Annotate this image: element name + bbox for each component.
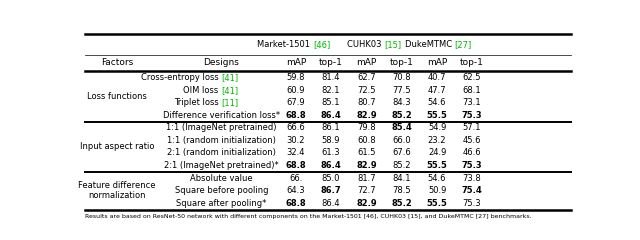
Text: [15]: [15] xyxy=(384,40,401,49)
Text: 61.5: 61.5 xyxy=(357,149,376,157)
Text: [41]: [41] xyxy=(221,73,239,82)
Text: 72.7: 72.7 xyxy=(357,186,376,195)
Text: 67.9: 67.9 xyxy=(287,98,305,107)
Text: 84.3: 84.3 xyxy=(392,98,411,107)
Text: 86.4: 86.4 xyxy=(320,111,341,120)
Text: 85.0: 85.0 xyxy=(321,174,340,183)
Text: 58.9: 58.9 xyxy=(321,136,340,145)
Text: top-1: top-1 xyxy=(460,59,484,67)
Text: top-1: top-1 xyxy=(319,59,342,67)
Text: 55.5: 55.5 xyxy=(427,199,447,208)
Text: mAP: mAP xyxy=(356,59,377,67)
Text: 78.5: 78.5 xyxy=(392,186,411,195)
Text: 55.5: 55.5 xyxy=(427,161,447,170)
Text: 45.6: 45.6 xyxy=(463,136,481,145)
Text: 60.8: 60.8 xyxy=(357,136,376,145)
Text: Triplet loss: Triplet loss xyxy=(174,98,221,107)
Text: 59.8: 59.8 xyxy=(287,73,305,82)
Text: 68.1: 68.1 xyxy=(463,86,481,95)
Text: 1:1 (random initialization): 1:1 (random initialization) xyxy=(167,136,276,145)
Text: 67.6: 67.6 xyxy=(392,149,411,157)
Text: 86.7: 86.7 xyxy=(320,186,340,195)
Text: Input aspect ratio: Input aspect ratio xyxy=(80,142,154,151)
Text: 85.2: 85.2 xyxy=(391,111,412,120)
Text: 54.6: 54.6 xyxy=(428,98,446,107)
Text: 24.9: 24.9 xyxy=(428,149,446,157)
Text: Square after pooling*: Square after pooling* xyxy=(176,199,266,208)
Text: Difference verification loss*: Difference verification loss* xyxy=(163,111,280,120)
Text: Results are based on ResNet-50 network with different components on the Market-1: Results are based on ResNet-50 network w… xyxy=(85,214,532,219)
Text: 82.1: 82.1 xyxy=(321,86,340,95)
Text: 50.9: 50.9 xyxy=(428,186,446,195)
Text: 84.1: 84.1 xyxy=(392,174,411,183)
Text: 47.7: 47.7 xyxy=(428,86,447,95)
Text: 66.6: 66.6 xyxy=(286,123,305,132)
Text: Designs: Designs xyxy=(204,59,239,67)
Text: 1:1 (ImageNet pretrained): 1:1 (ImageNet pretrained) xyxy=(166,123,276,132)
Text: 70.8: 70.8 xyxy=(392,73,411,82)
Text: Square before pooling: Square before pooling xyxy=(175,186,268,195)
Text: 82.9: 82.9 xyxy=(356,111,377,120)
Text: 54.9: 54.9 xyxy=(428,123,446,132)
Text: 73.8: 73.8 xyxy=(463,174,481,183)
Text: Factors: Factors xyxy=(101,59,133,67)
Text: 75.3: 75.3 xyxy=(461,161,482,170)
Text: Feature difference
normalization: Feature difference normalization xyxy=(79,181,156,200)
Text: 81.4: 81.4 xyxy=(321,73,340,82)
Text: 85.4: 85.4 xyxy=(391,123,412,132)
Text: 62.5: 62.5 xyxy=(463,73,481,82)
Text: 62.7: 62.7 xyxy=(357,73,376,82)
Text: 54.6: 54.6 xyxy=(428,174,446,183)
Text: Loss functions: Loss functions xyxy=(87,92,147,101)
Text: 46.6: 46.6 xyxy=(463,149,481,157)
Text: 86.4: 86.4 xyxy=(321,199,340,208)
Text: 85.1: 85.1 xyxy=(321,98,340,107)
Text: 86.4: 86.4 xyxy=(320,161,341,170)
Text: Cross-entropy loss: Cross-entropy loss xyxy=(141,73,221,82)
Text: 80.7: 80.7 xyxy=(357,98,376,107)
Text: 81.7: 81.7 xyxy=(357,174,376,183)
Text: 68.8: 68.8 xyxy=(285,161,306,170)
Text: 73.1: 73.1 xyxy=(463,98,481,107)
Text: CUHK03: CUHK03 xyxy=(347,40,384,49)
Text: 86.1: 86.1 xyxy=(321,123,340,132)
Text: OIM loss: OIM loss xyxy=(184,86,221,95)
Text: Absolute value: Absolute value xyxy=(190,174,253,183)
Text: 66.0: 66.0 xyxy=(392,136,411,145)
Text: 85.2: 85.2 xyxy=(392,161,411,170)
Text: 68.8: 68.8 xyxy=(285,111,306,120)
Text: 75.3: 75.3 xyxy=(463,199,481,208)
Text: 2:1 (random initialization): 2:1 (random initialization) xyxy=(167,149,276,157)
Text: 30.2: 30.2 xyxy=(287,136,305,145)
Text: 64.3: 64.3 xyxy=(287,186,305,195)
Text: 60.9: 60.9 xyxy=(287,86,305,95)
Text: 68.8: 68.8 xyxy=(285,199,306,208)
Text: 75.4: 75.4 xyxy=(461,186,482,195)
Text: 82.9: 82.9 xyxy=(356,199,377,208)
Text: 77.5: 77.5 xyxy=(392,86,411,95)
Text: 79.8: 79.8 xyxy=(357,123,376,132)
Text: 61.3: 61.3 xyxy=(321,149,340,157)
Text: Market-1501: Market-1501 xyxy=(257,40,313,49)
Text: 82.9: 82.9 xyxy=(356,161,377,170)
Text: mAP: mAP xyxy=(285,59,306,67)
Text: [46]: [46] xyxy=(313,40,330,49)
Text: 2:1 (ImageNet pretrained)*: 2:1 (ImageNet pretrained)* xyxy=(164,161,279,170)
Text: 57.1: 57.1 xyxy=(463,123,481,132)
Text: [41]: [41] xyxy=(221,86,239,95)
Text: [11]: [11] xyxy=(221,98,239,107)
Text: 66.: 66. xyxy=(289,174,303,183)
Text: 55.5: 55.5 xyxy=(427,111,447,120)
Text: 23.2: 23.2 xyxy=(428,136,446,145)
Text: 85.2: 85.2 xyxy=(391,199,412,208)
Text: DukeMTMC: DukeMTMC xyxy=(404,40,454,49)
Text: 32.4: 32.4 xyxy=(287,149,305,157)
Text: 72.5: 72.5 xyxy=(357,86,376,95)
Text: [27]: [27] xyxy=(454,40,472,49)
Text: 40.7: 40.7 xyxy=(428,73,446,82)
Text: 75.3: 75.3 xyxy=(461,111,482,120)
Text: top-1: top-1 xyxy=(390,59,413,67)
Text: mAP: mAP xyxy=(427,59,447,67)
